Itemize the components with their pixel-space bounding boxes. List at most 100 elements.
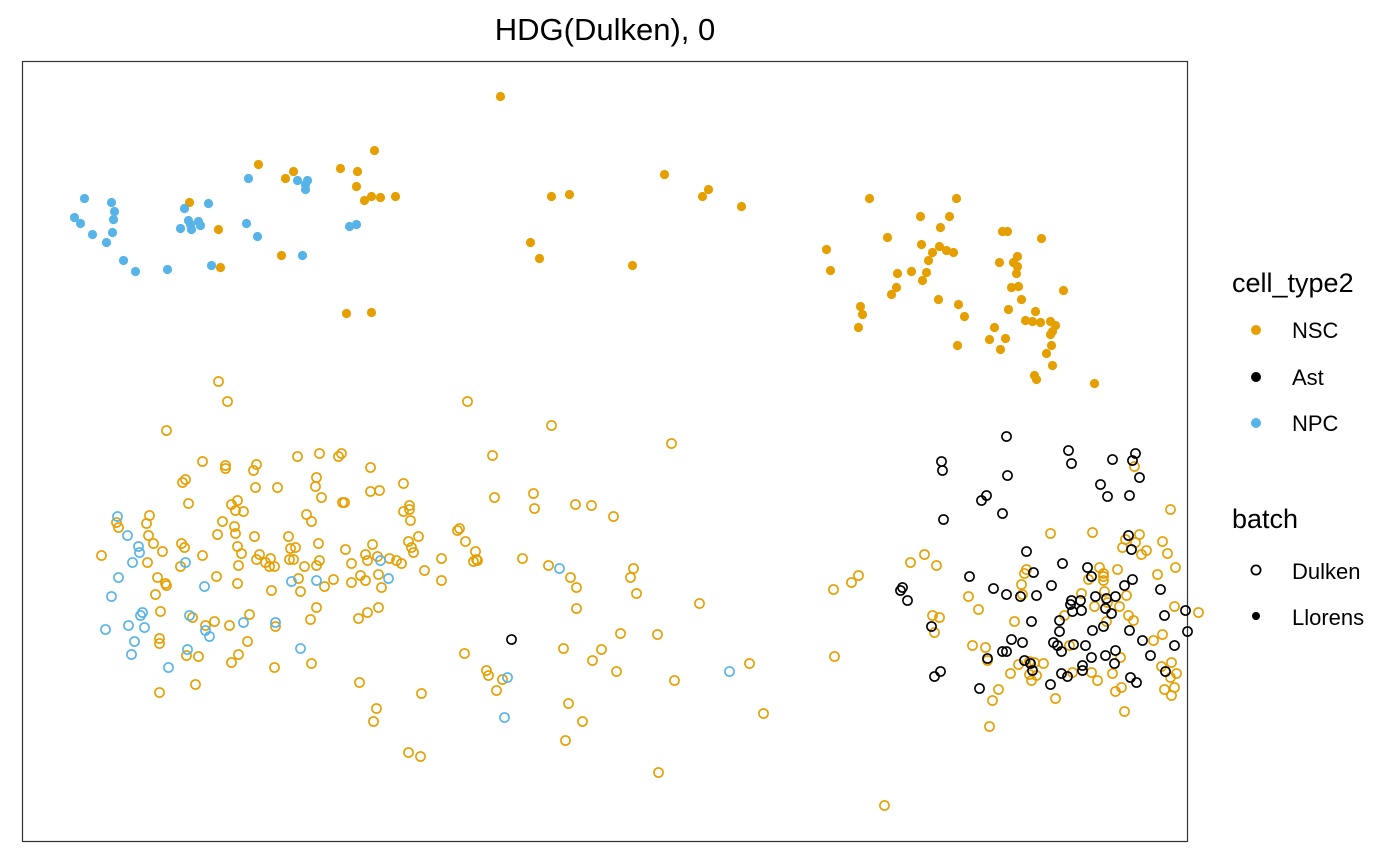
legend-label-dulken: Dulken [1292, 559, 1360, 584]
point-ast-dulken [897, 582, 908, 593]
chart-title: HDG(Dulken), 0 [495, 12, 716, 47]
point-nsc-llorens [697, 191, 708, 202]
point-nsc-llorens [1006, 282, 1017, 293]
point-nsc-dulken [546, 420, 557, 431]
point-npc-llorens [243, 173, 254, 184]
point-ast-dulken [1006, 634, 1017, 645]
point-nsc-dulken [1162, 548, 1173, 559]
point-nsc-dulken [879, 800, 890, 811]
point-nsc-dulken [489, 492, 500, 503]
point-nsc-dulken [1157, 536, 1168, 547]
point-npc-llorens [87, 229, 98, 240]
point-ast-dulken [935, 666, 946, 677]
point-nsc-dulken [652, 629, 663, 640]
point-nsc-dulken [360, 549, 371, 560]
point-ast-dulken [1077, 665, 1088, 676]
point-nsc-dulken [967, 640, 978, 651]
point-nsc-dulken [319, 581, 330, 592]
point-npc-dulken [238, 617, 249, 628]
point-ast-dulken [1130, 448, 1141, 459]
point-nsc-dulken [653, 767, 664, 778]
point-nsc-dulken [1098, 568, 1109, 579]
point-ast-dulken [1180, 605, 1191, 616]
point-nsc-dulken [336, 448, 347, 459]
point-nsc-llorens [1046, 340, 1057, 351]
point-nsc-dulken [1148, 635, 1159, 646]
point-nsc-dulken [181, 650, 192, 661]
point-nsc-dulken [232, 578, 243, 589]
point-ast-dulken [1056, 668, 1067, 679]
point-nsc-dulken [154, 687, 165, 698]
point-npc-llorens [351, 219, 362, 230]
point-npc-dulken [137, 607, 148, 618]
point-nsc-dulken [220, 463, 231, 474]
point-nsc-dulken [846, 577, 857, 588]
point-nsc-llorens [959, 311, 970, 322]
point-nsc-dulken [396, 558, 407, 569]
point-nsc-llorens [1036, 233, 1047, 244]
point-ast-dulken [1027, 665, 1038, 676]
point-nsc-llorens [369, 145, 380, 156]
point-ast-dulken [1086, 652, 1097, 663]
point-ast-dulken [1134, 472, 1145, 483]
point-nsc-dulken [497, 674, 508, 685]
point-nsc-dulken [1169, 682, 1180, 693]
point-nsc-dulken [408, 547, 419, 558]
point-nsc-dulken [367, 539, 378, 550]
point-nsc-dulken [250, 482, 261, 493]
point-nsc-llorens [564, 189, 575, 200]
point-ast-dulken [1062, 671, 1073, 682]
point-ast-dulken [1045, 679, 1056, 690]
point-nsc-llorens [927, 247, 938, 258]
point-nsc-llorens [989, 322, 1000, 333]
point-ast-dulken [1131, 677, 1142, 688]
point-nsc-dulken [160, 578, 171, 589]
point-nsc-dulken [187, 612, 198, 623]
point-ast-dulken [974, 683, 985, 694]
point-nsc-dulken [292, 451, 303, 462]
point-nsc-dulken [608, 511, 619, 522]
point-ast-dulken [1123, 530, 1134, 541]
point-nsc-dulken [398, 478, 409, 489]
point-ast-dulken [1100, 650, 1111, 661]
point-nsc-dulken [404, 504, 415, 515]
point-nsc-dulken [373, 602, 384, 613]
point-nsc-dulken [625, 572, 636, 583]
point-nsc-llorens [534, 253, 545, 264]
point-nsc-dulken [669, 675, 680, 686]
point-nsc-dulken [1016, 579, 1027, 590]
point-nsc-dulken [314, 555, 325, 566]
point-nsc-llorens [1029, 370, 1040, 381]
point-nsc-dulken [398, 506, 409, 517]
point-nsc-dulken [1092, 675, 1103, 686]
point-nsc-dulken [285, 543, 296, 554]
point-nsc-dulken [233, 649, 244, 660]
point-nsc-dulken [142, 557, 153, 568]
point-nsc-dulken [1050, 693, 1061, 704]
point-ast-dulken [981, 490, 992, 501]
point-nsc-llorens [886, 289, 897, 300]
point-npc-dulken [129, 636, 140, 647]
point-nsc-dulken [270, 621, 281, 632]
point-nsc-dulken [571, 603, 582, 614]
point-nsc-llorens [825, 265, 836, 276]
point-nsc-dulken [311, 472, 322, 483]
point-nsc-dulken [1116, 682, 1127, 693]
point-nsc-dulken [415, 751, 426, 762]
point-ast-dulken [936, 456, 947, 467]
point-ast-dulken [997, 508, 1008, 519]
point-ast-dulken [1159, 610, 1170, 621]
point-ast-dulken [1031, 590, 1042, 601]
point-nsc-llorens [659, 169, 670, 180]
point-nsc-dulken [1086, 667, 1097, 678]
point-nsc-dulken [306, 658, 317, 669]
legend-key-llorens [1252, 612, 1260, 620]
point-ast-dulken [1066, 458, 1077, 469]
point-nsc-llorens [736, 201, 747, 212]
point-nsc-dulken [1119, 706, 1130, 717]
point-npc-dulken [375, 555, 386, 566]
point-nsc-dulken [232, 495, 243, 506]
point-nsc-dulken [316, 492, 327, 503]
point-nsc-dulken [571, 582, 582, 593]
point-ast-dulken [1080, 640, 1091, 651]
